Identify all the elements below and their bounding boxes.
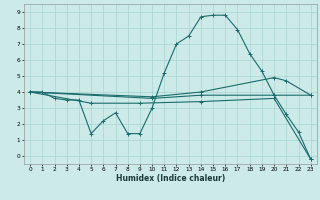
X-axis label: Humidex (Indice chaleur): Humidex (Indice chaleur): [116, 174, 225, 183]
